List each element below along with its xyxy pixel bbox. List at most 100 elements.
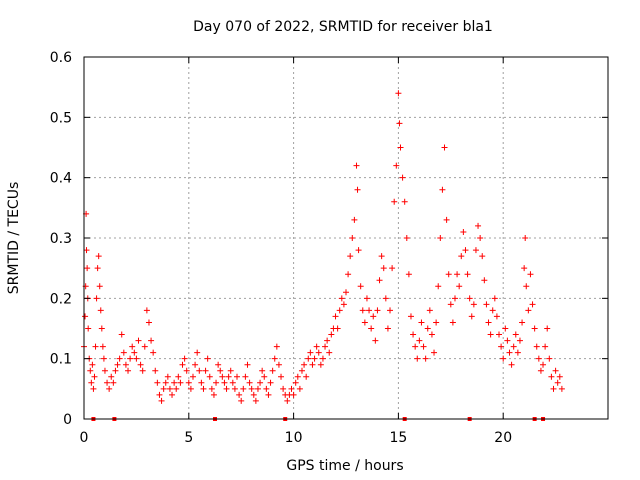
data-point: [210, 391, 217, 398]
data-point: [522, 235, 529, 241]
data-point: [137, 361, 144, 368]
data-point: [449, 319, 456, 326]
data-point: [298, 367, 305, 374]
data-point: [319, 355, 326, 362]
data-point: [139, 367, 146, 374]
data-point: [550, 385, 557, 392]
data-point: [345, 271, 352, 278]
data-point: [359, 307, 366, 314]
data-point: [535, 355, 542, 362]
data-point: [354, 186, 361, 193]
data-point: [324, 337, 331, 344]
data-point: [160, 385, 167, 392]
data-point: [420, 343, 427, 350]
data-point: [129, 343, 136, 350]
data-point: [393, 162, 400, 169]
data-point: [196, 367, 203, 374]
data-point: [202, 367, 209, 374]
data-point: [378, 253, 385, 260]
data-point: [466, 295, 473, 302]
data-point: [556, 373, 563, 380]
data-point: [263, 385, 270, 392]
data-point: [246, 379, 253, 386]
data-point: [548, 373, 555, 380]
data-point: [90, 385, 97, 392]
data-point: [477, 235, 484, 241]
data-point: [307, 349, 314, 356]
data-point: [120, 349, 127, 356]
data-point: [141, 343, 148, 350]
data-point: [317, 361, 324, 368]
data-point: [173, 385, 180, 392]
data-point: [131, 349, 138, 356]
data-point: [206, 373, 213, 380]
data-point: [162, 379, 169, 386]
data-point: [332, 313, 339, 320]
y-axis-ticks: 0 0.1 0.2 0.3 0.4 0.5 0.6: [50, 50, 608, 428]
y-tick-label: 0.4: [50, 171, 72, 187]
data-point: [366, 307, 373, 314]
data-point: [353, 162, 360, 169]
data-point: [487, 331, 494, 338]
data-point: [315, 349, 322, 356]
data-point: [267, 379, 274, 386]
data-point: [416, 337, 423, 344]
data-point: [382, 295, 389, 302]
data-point: [496, 331, 503, 338]
data-point: [468, 313, 475, 320]
data-point: [529, 301, 536, 308]
data-point: [502, 325, 509, 332]
data-point: [516, 337, 523, 344]
data-point: [156, 391, 163, 398]
data-point: [278, 373, 285, 380]
data-point: [338, 295, 345, 302]
data-point: [273, 343, 280, 350]
data-point: [133, 355, 140, 362]
x-tick-label: 15: [389, 430, 407, 446]
data-point: [546, 355, 553, 362]
data-point: [410, 331, 417, 338]
data-point: [483, 301, 490, 308]
data-point: [309, 361, 316, 368]
data-point: [240, 385, 247, 392]
data-point: [533, 343, 540, 350]
data-point: [143, 307, 150, 314]
data-point: [504, 337, 511, 344]
data-point: [112, 367, 119, 374]
data-point: [179, 361, 186, 368]
data-point: [97, 307, 104, 314]
data-point: [99, 343, 106, 350]
data-point: [244, 361, 251, 368]
data-point: [558, 385, 565, 392]
data-point: [208, 385, 215, 392]
data-point: [219, 373, 226, 380]
data-point: [542, 343, 549, 350]
data-point: [87, 367, 94, 374]
data-point: [91, 373, 98, 380]
data-point: [231, 385, 238, 392]
data-point: [397, 144, 404, 151]
data-point: [108, 373, 115, 380]
data-point: [83, 247, 90, 254]
data-point: [261, 373, 268, 380]
data-point: [313, 343, 320, 350]
data-point: [531, 325, 538, 332]
data-point: [485, 319, 492, 326]
data-point: [334, 325, 341, 332]
chart-title: Day 070 of 2022, SRMTID for receiver bla…: [193, 19, 493, 35]
data-point: [265, 391, 272, 398]
data-point: [357, 283, 364, 290]
data-point: [154, 379, 161, 386]
data-point: [554, 379, 561, 386]
data-point: [403, 235, 410, 241]
data-point: [311, 355, 318, 362]
data-point: [540, 361, 547, 368]
data-point: [85, 325, 92, 332]
data-point: [481, 277, 488, 284]
data-point: [292, 379, 299, 386]
data-point: [175, 373, 182, 380]
data-point: [441, 144, 448, 151]
data-point: [458, 253, 465, 260]
data-point: [194, 349, 201, 356]
